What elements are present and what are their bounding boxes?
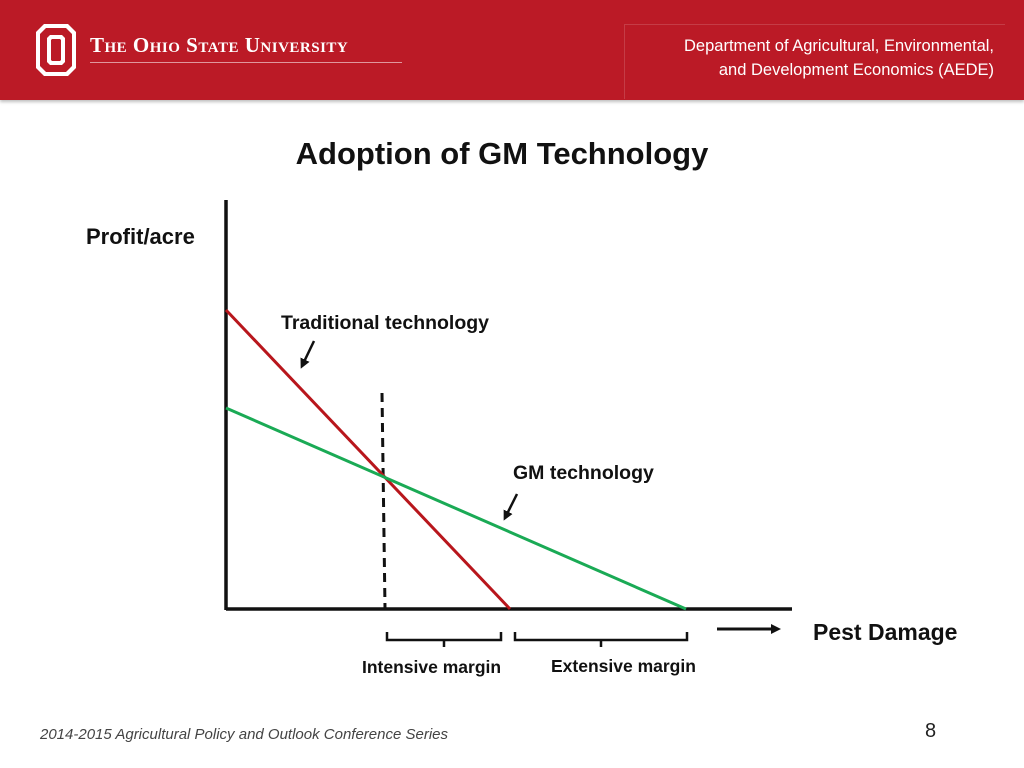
extensive-margin-label: Extensive margin (551, 656, 696, 676)
x-axis-label: Pest Damage (813, 619, 958, 645)
slide-title: Adoption of GM Technology (295, 136, 709, 171)
footer-conference-series: 2014-2015 Agricultural Policy and Outloo… (40, 726, 449, 743)
traditional-technology-label: Traditional technology (281, 312, 490, 334)
university-name: The Ohio State University (90, 33, 349, 57)
intensive-margin-bracket (385, 632, 503, 647)
department-line-1: Department of Agricultural, Environmenta… (684, 37, 994, 55)
header-bar: The Ohio State University Department of … (0, 0, 1024, 100)
gm-technology-line (225, 406, 687, 611)
y-axis-label: Profit/acre (86, 224, 195, 249)
gm-pointer-arrow (503, 493, 519, 521)
traditional-pointer-arrow (300, 340, 316, 369)
gm-technology-label: GM technology (513, 462, 654, 484)
department-box (624, 24, 1005, 99)
department-line-2: and Development Economics (AEDE) (718, 61, 994, 79)
block-o-logo-icon (36, 24, 76, 76)
extensive-margin-bracket (513, 632, 689, 647)
department-name: Department of Agricultural, Environmenta… (594, 34, 994, 82)
threshold-dashed-line (380, 392, 387, 609)
traditional-technology-line (224, 308, 512, 611)
intensive-margin-label: Intensive margin (362, 657, 502, 677)
university-rule (90, 62, 402, 63)
page-number: 8 (925, 720, 937, 742)
